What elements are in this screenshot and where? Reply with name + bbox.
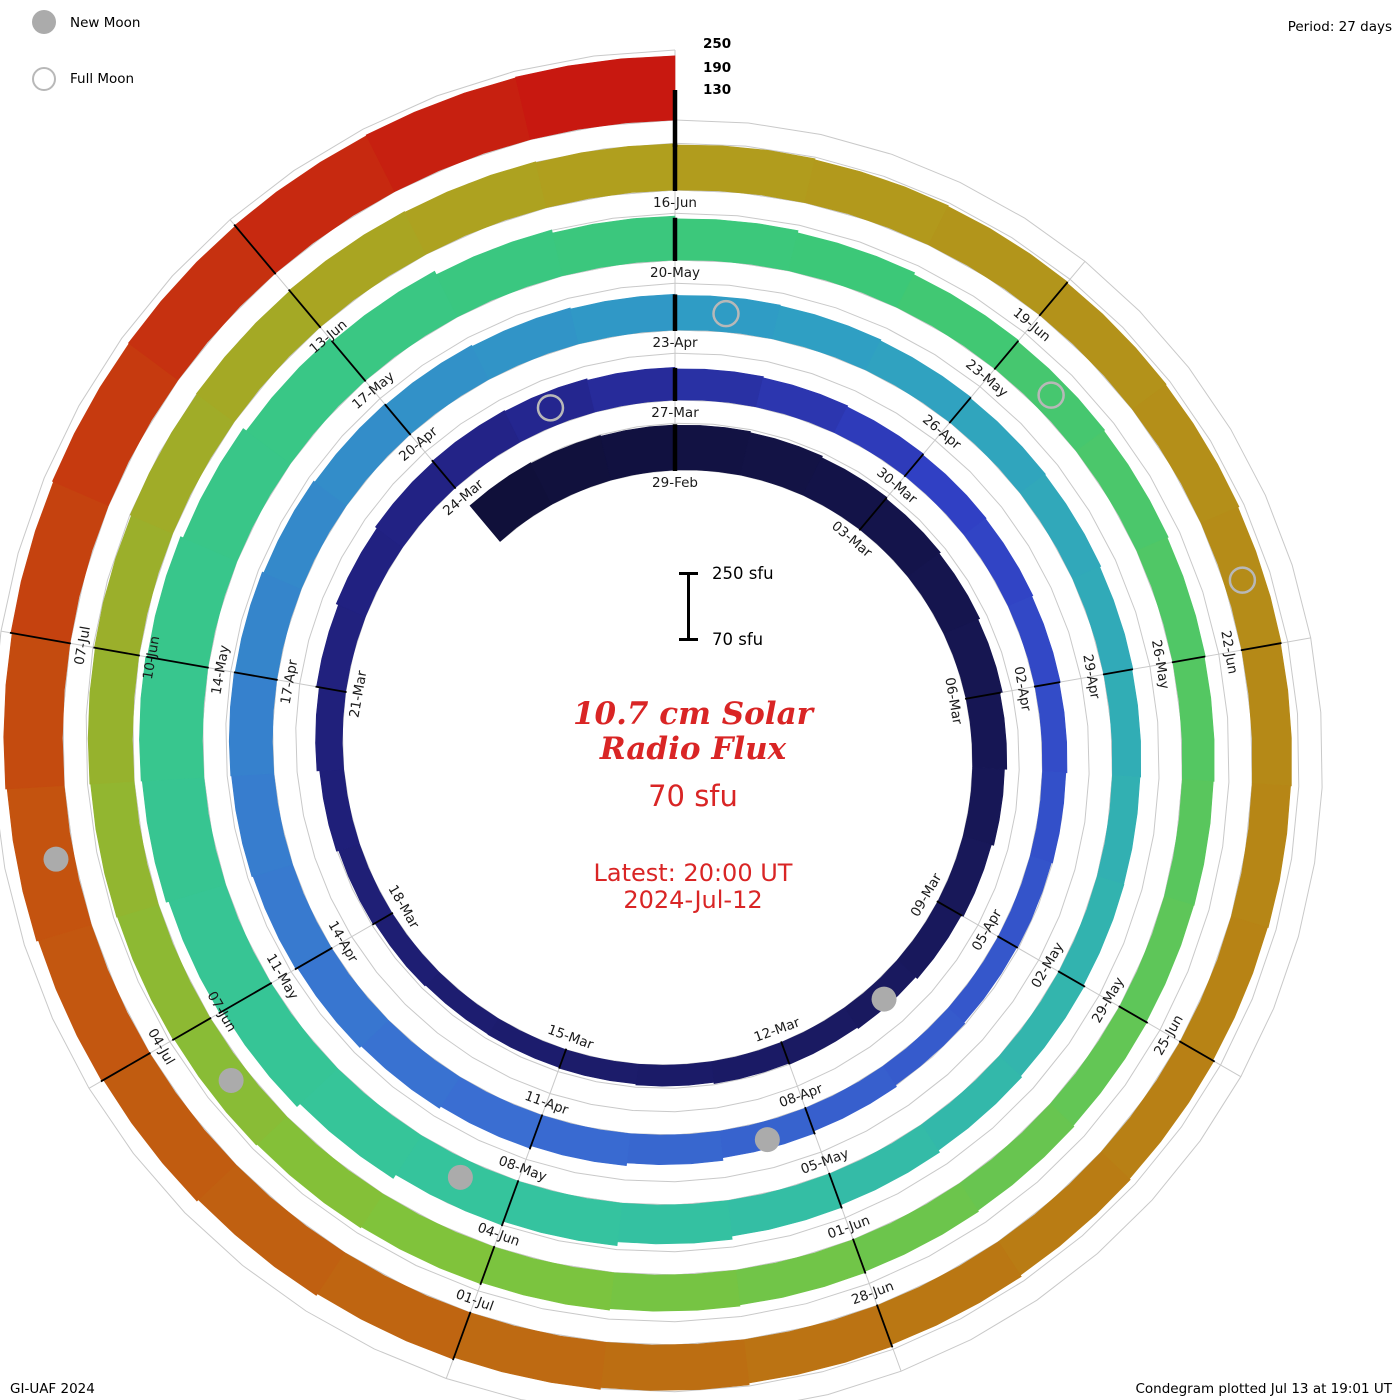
full-moon-legend-label: Full Moon bbox=[70, 71, 135, 87]
date-label: 27-Mar bbox=[651, 405, 699, 421]
new-moon-legend-label: New Moon bbox=[70, 15, 141, 31]
date-label: 17-Apr bbox=[278, 658, 302, 706]
plot-timestamp: Condegram plotted Jul 13 at 19:01 UT bbox=[1135, 1381, 1392, 1397]
flux-scale-min-label: 70 sfu bbox=[712, 630, 764, 649]
radial-tick-130: 130 bbox=[703, 82, 732, 98]
full-moon-marker bbox=[712, 299, 740, 328]
moon-markers bbox=[43, 299, 1257, 1190]
flux-scale-cap-top bbox=[679, 572, 698, 575]
latest-date: 2024-Jul-12 bbox=[623, 886, 763, 914]
date-label: 29-Feb bbox=[652, 475, 698, 491]
new-moon-marker bbox=[754, 1127, 780, 1153]
day-ticks bbox=[9, 90, 1282, 1361]
date-label: 16-Jun bbox=[653, 195, 697, 211]
latest-reading: Latest: 20:00 UT 2024-Jul-12 bbox=[400, 860, 986, 914]
flux-scale-cap-bottom bbox=[679, 638, 698, 641]
new-moon-icon bbox=[32, 10, 56, 34]
new-moon-marker bbox=[43, 846, 69, 872]
baseline-flux-label: 70 sfu bbox=[648, 779, 738, 813]
radial-tick-250: 250 bbox=[703, 36, 732, 52]
flux-bars bbox=[3, 55, 1292, 1391]
full-moon-marker bbox=[1228, 566, 1257, 594]
flux-scale-bar bbox=[687, 573, 690, 641]
date-label: 07-Jul bbox=[71, 625, 94, 666]
full-moon-icon bbox=[32, 67, 56, 91]
chart-title: 10.7 cm Solar Radio Flux bbox=[400, 697, 986, 767]
new-moon-marker bbox=[218, 1067, 244, 1093]
latest-time: Latest: 20:00 UT bbox=[593, 859, 793, 887]
full-moon-marker bbox=[1037, 381, 1065, 409]
date-label: 23-Apr bbox=[652, 335, 698, 351]
date-label: 02-Apr bbox=[1010, 665, 1034, 713]
chart-title-line1: 10.7 cm Solar bbox=[572, 696, 814, 732]
chart-title-line2: Radio Flux bbox=[599, 731, 787, 767]
flux-scale-max-label: 250 sfu bbox=[712, 564, 774, 583]
date-label: 10-Jun bbox=[140, 635, 163, 681]
date-label: 29-Apr bbox=[1079, 653, 1103, 701]
date-label: 20-May bbox=[650, 265, 700, 281]
new-moon-marker bbox=[871, 986, 897, 1012]
date-label: 21-Mar bbox=[346, 669, 370, 719]
full-moon-marker bbox=[536, 394, 565, 422]
source-credit: GI-UAF 2024 bbox=[10, 1381, 95, 1397]
date-label: 22-Jun bbox=[1217, 629, 1240, 675]
new-moon-marker bbox=[447, 1164, 473, 1190]
period-label: Period: 27 days bbox=[1287, 19, 1392, 35]
radial-tick-190: 190 bbox=[703, 60, 732, 76]
